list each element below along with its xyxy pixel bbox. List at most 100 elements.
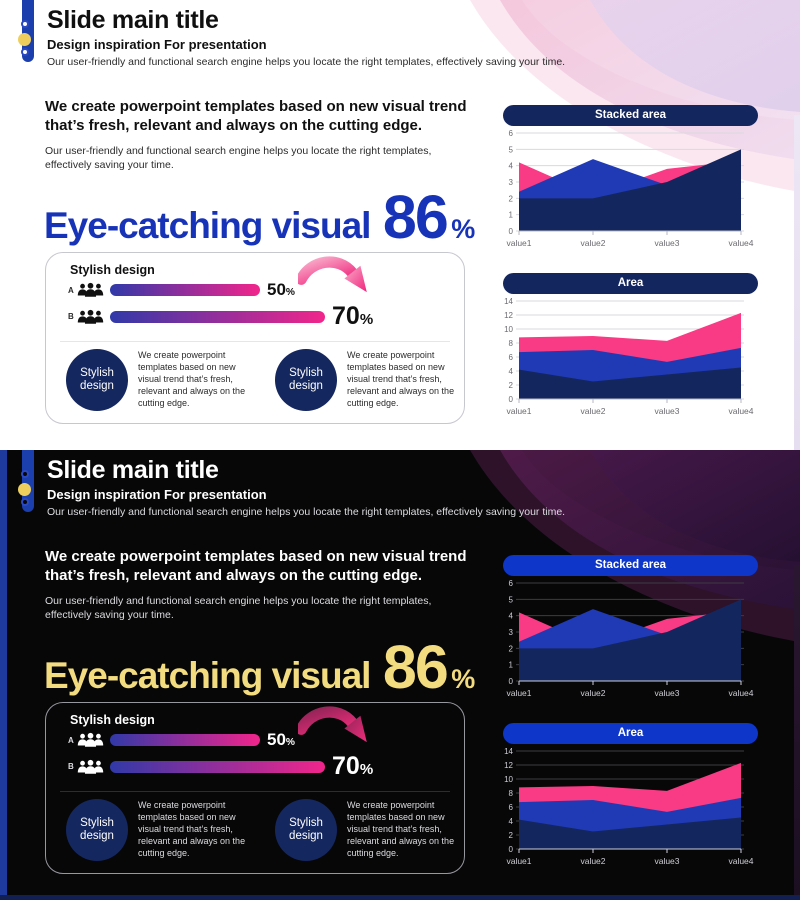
stacked-area-chart: 0 1 2 3 4 5 6 value1 value2 value3 value4 [503,127,798,266]
stat-row-b: B 70% [68,752,373,781]
svg-text:value1: value1 [506,238,531,248]
stat-a-value: 50% [267,730,295,749]
feature-item: Stylish design We create powerpoint temp… [66,799,261,861]
stacked-area-chart-block: Stacked area 0 1 2 3 4 5 6 value1 value2 value3 va… [503,105,798,266]
svg-text:value1: value1 [506,406,531,416]
gradient-bar-b [110,760,325,773]
stylish-design-card: Stylish design A 50% B [45,702,465,874]
stat-b-value: 70% [332,752,374,780]
feature-item: Stylish design We create powerpoint temp… [66,349,261,411]
stat-label: Eye-catching visual [44,205,371,246]
area-chart: 0 2 4 6 8 10 12 14 value1 value2 value3 value4 [503,295,798,434]
section-paragraph: Our user-friendly and functional search … [45,595,432,622]
svg-text:6: 6 [509,579,514,588]
svg-text:2: 2 [509,831,514,840]
section-paragraph: Our user-friendly and functional search … [45,145,432,172]
svg-text:value4: value4 [728,406,753,416]
gradient-bar-a [110,734,260,746]
people-icon [77,309,104,325]
area-chart: 0 2 4 6 8 10 12 14 value1 value2 value3 value4 [503,745,798,884]
svg-text:4: 4 [509,612,514,621]
people-icon [77,732,104,748]
svg-text:2: 2 [509,644,514,653]
charts-column: Stacked area 0 1 2 3 4 5 6 value1 value2 value3 va… [503,105,798,441]
slide-light-theme: Slide main title Design inspiration For … [18,0,800,450]
svg-text:0: 0 [509,227,514,236]
ring-dot-icon [21,470,29,478]
left-edge-strip [0,450,7,900]
feature-circle: Stylish design [275,349,337,411]
row-label: A [68,735,74,745]
section-heading: We create powerpoint templates based on … [45,98,467,134]
svg-text:2: 2 [509,381,514,390]
header-body-text: Our user-friendly and functional search … [47,56,566,68]
stat-row-a: A 50% [68,730,295,750]
area-chart-block: Area 0 2 4 6 8 10 12 14 value1 value2 value3 value4 [503,273,798,434]
feature-description: We create powerpoint templates based on … [138,350,246,408]
row-label: B [68,312,74,321]
stat-value: 86 [382,183,449,251]
svg-text:3: 3 [509,628,514,637]
yellow-dot-icon [18,483,31,496]
svg-text:4: 4 [509,162,514,171]
feature-list: Stylish design We create powerpoint temp… [66,349,456,411]
svg-text:value2: value2 [580,856,605,866]
page-title: Slide main title [47,456,219,484]
stacked-area-chart: 0 1 2 3 4 5 6 value1 value2 value3 value4 [503,577,798,716]
svg-text:12: 12 [504,311,513,320]
svg-text:2: 2 [509,194,514,203]
svg-text:5: 5 [509,595,514,604]
svg-text:value3: value3 [654,406,679,416]
svg-text:5: 5 [509,145,514,154]
feature-item: Stylish design We create powerpoint temp… [275,349,470,411]
svg-text:value2: value2 [580,238,605,248]
svg-text:8: 8 [509,339,514,348]
stat-label: Eye-catching visual [44,655,371,696]
svg-text:value4: value4 [728,856,753,866]
header-accent-bar [22,0,34,62]
stylish-design-card: Stylish design A 50% B [45,252,465,424]
svg-text:6: 6 [509,353,514,362]
eye-catching-stat: Eye-catching visual 86 % [44,182,475,252]
page-title: Slide main title [47,6,219,34]
svg-text:3: 3 [509,178,514,187]
gradient-bar-b [110,310,325,323]
svg-text:12: 12 [504,761,513,770]
chart-title-badge: Area [503,723,758,744]
card-divider [60,341,450,342]
feature-circle: Stylish design [275,799,337,861]
swoosh-arrow-icon [295,705,378,752]
card-title: Stylish design [70,263,155,277]
svg-text:10: 10 [504,325,513,334]
svg-text:4: 4 [509,367,514,376]
row-label: A [68,285,74,295]
feature-circle: Stylish design [66,799,128,861]
charts-column: Stacked area 0 1 2 3 4 5 6 value1 value2 value3 va… [503,555,798,891]
svg-text:0: 0 [509,395,514,404]
svg-text:value3: value3 [654,238,679,248]
stat-value: 86 [382,633,449,701]
stat-row-b: B 70% [68,302,373,331]
chart-title-badge: Stacked area [503,555,758,576]
svg-text:14: 14 [504,747,513,756]
feature-list: Stylish design We create powerpoint temp… [66,799,456,861]
svg-text:4: 4 [509,817,514,826]
svg-text:value4: value4 [728,688,753,698]
svg-text:6: 6 [509,129,514,138]
svg-text:14: 14 [504,297,513,306]
chart-title-badge: Stacked area [503,105,758,126]
stacked-area-chart-block: Stacked area 0 1 2 3 4 5 6 value1 value2 value3 va… [503,555,798,716]
card-title: Stylish design [70,713,155,727]
feature-description: We create powerpoint templates based on … [138,800,246,858]
header-accent-bar [22,450,34,512]
svg-text:6: 6 [509,803,514,812]
ring-dot-icon [21,498,29,506]
svg-text:value3: value3 [654,856,679,866]
gradient-bar-a [110,284,260,296]
card-divider [60,791,450,792]
svg-text:10: 10 [504,775,513,784]
swoosh-arrow-icon [295,255,378,302]
svg-text:value2: value2 [580,406,605,416]
page-subtitle: Design inspiration For presentation [47,37,267,52]
feature-description: We create powerpoint templates based on … [347,800,455,858]
